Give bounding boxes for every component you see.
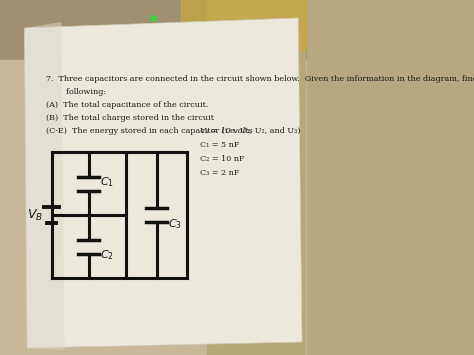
Polygon shape xyxy=(25,22,64,350)
Text: C₂ = 10 nF: C₂ = 10 nF xyxy=(200,155,245,163)
Text: (A)  The total capacitance of the circuit.: (A) The total capacitance of the circuit… xyxy=(46,101,209,109)
Text: $V_B$: $V_B$ xyxy=(27,207,43,223)
Text: $C_1$: $C_1$ xyxy=(100,175,114,189)
Text: $C_2$: $C_2$ xyxy=(100,248,114,262)
Text: Vₐ = 10 volts: Vₐ = 10 volts xyxy=(200,127,253,135)
Text: $C_3$: $C_3$ xyxy=(168,217,182,231)
Text: (B)  The total charge stored in the circuit: (B) The total charge stored in the circu… xyxy=(46,114,214,122)
Text: C₁ = 5 nF: C₁ = 5 nF xyxy=(200,141,239,149)
Text: (C-E)  The energy stored in each capacitor (i.e. U₁, U₂, and U₃): (C-E) The energy stored in each capacito… xyxy=(46,127,301,135)
Text: 7.  Three capacitors are connected in the circuit shown below.  Given the inform: 7. Three capacitors are connected in the… xyxy=(46,75,474,83)
Polygon shape xyxy=(25,18,302,348)
Text: following:: following: xyxy=(56,88,106,96)
Text: C₃ = 2 nF: C₃ = 2 nF xyxy=(200,169,239,177)
